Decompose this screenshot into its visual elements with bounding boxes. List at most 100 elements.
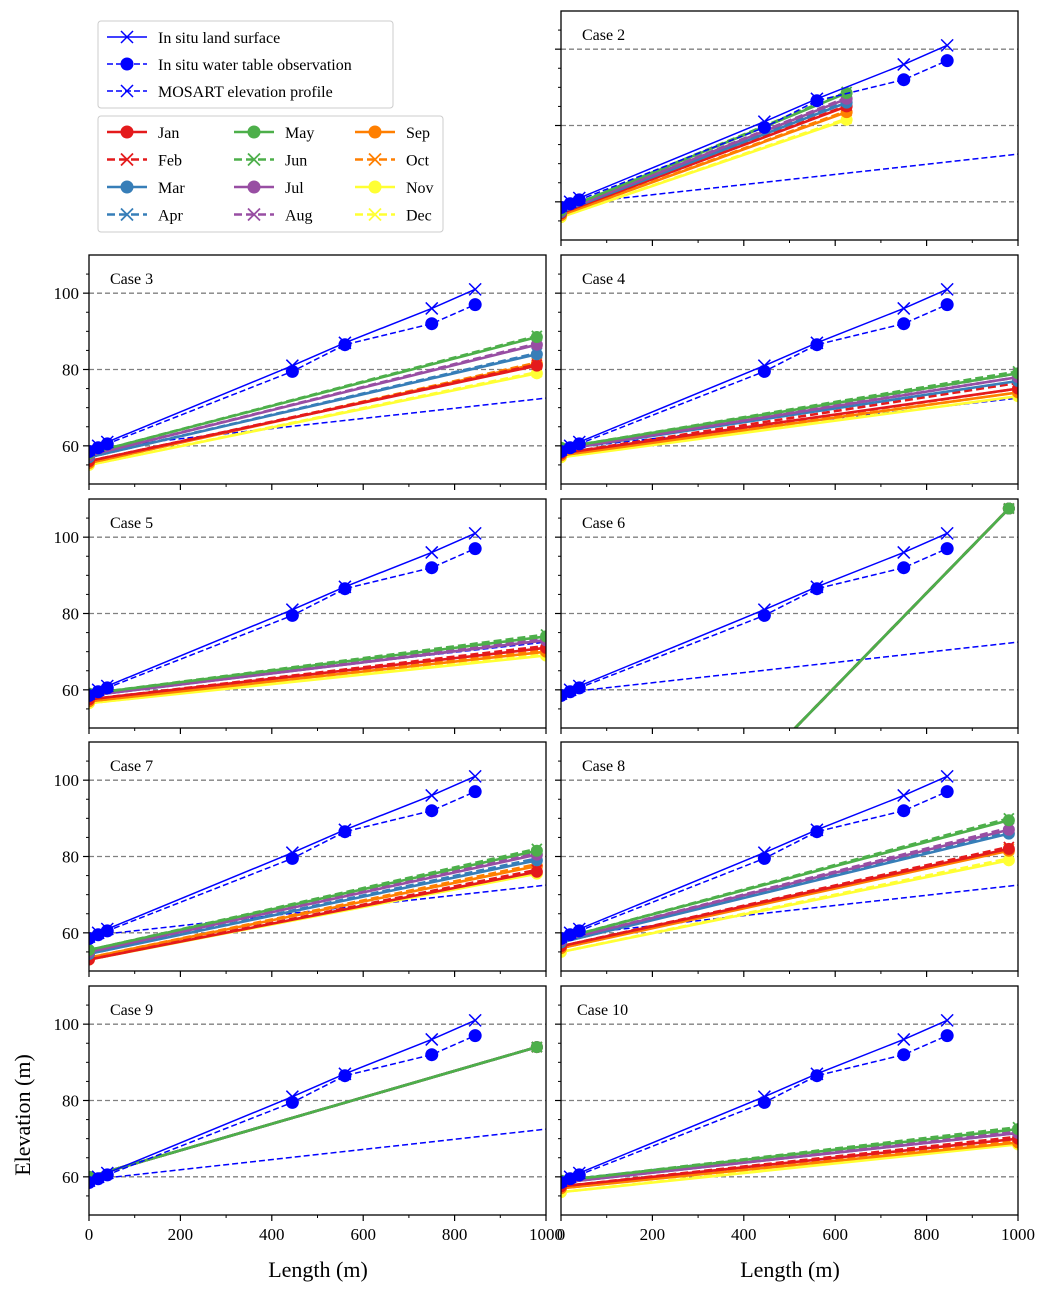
legend-observations-entry-1-marker bbox=[120, 57, 134, 71]
panel-8-land-surface-marker-stroke-b bbox=[897, 788, 911, 802]
legend-observations-entry-1: In situ water table observation bbox=[107, 57, 352, 74]
panel-9-case-label: Case 9 bbox=[110, 1002, 153, 1019]
panel-10-series-8 bbox=[561, 1141, 1018, 1190]
panel-4-land-surface-marker bbox=[897, 301, 911, 315]
legend-observations-entry-0-label: In situ land surface bbox=[158, 30, 280, 47]
panel-2-water-table-marker bbox=[810, 94, 824, 108]
legend-months-entry-8: Sep bbox=[355, 125, 430, 142]
panel-5-land-surface-marker-stroke-b bbox=[425, 545, 439, 559]
legend-months-entry-2: Mar bbox=[107, 180, 185, 197]
panel-6-water-table-marker bbox=[572, 681, 586, 695]
panel-6-land-surface-marker-stroke-b bbox=[940, 526, 954, 540]
panel-6-water-table-marker bbox=[810, 582, 824, 596]
panel-2-water-table-marker bbox=[572, 193, 586, 207]
panel-3: 60 80 100 Case 3 bbox=[54, 254, 547, 490]
panel-8-water-table-marker bbox=[810, 825, 824, 839]
legend-months-entry-8-label: Sep bbox=[406, 125, 430, 142]
panel-5-y-tick-label: 100 bbox=[54, 528, 80, 547]
panel-8-series-10-end-marker bbox=[1002, 854, 1015, 867]
panel-7-series-0-end-marker bbox=[530, 865, 543, 878]
panel-5-water-table-marker bbox=[468, 542, 482, 556]
panel-3-y-tick-label: 100 bbox=[54, 284, 80, 303]
panel-3-land-surface-marker bbox=[468, 282, 482, 296]
legend-months-entry-9-marker bbox=[368, 152, 382, 167]
legend-layer: In situ land surface In situ water table … bbox=[97, 20, 444, 233]
panel-10-x-tick-label: 400 bbox=[731, 1225, 757, 1244]
legend-observations-entry-0: In situ land surface bbox=[107, 30, 280, 47]
panel-10-land-surface-marker bbox=[897, 1032, 911, 1046]
panel-10-water-table-marker bbox=[810, 1069, 824, 1083]
panel-2-land-surface-marker-stroke-b bbox=[897, 57, 911, 71]
panel-10-series-6 bbox=[561, 1131, 1018, 1184]
legend-months-entry-11-label: Dec bbox=[406, 208, 432, 225]
legend-months-entry-8-marker bbox=[368, 125, 382, 139]
legend-months-entry-2-label: Mar bbox=[158, 180, 185, 197]
panel-9-land-surface-marker-stroke-b bbox=[425, 1032, 439, 1046]
panel-4-land-surface-marker bbox=[940, 282, 954, 296]
panel-2-land-surface-marker bbox=[897, 57, 911, 71]
panel-8-water-table-marker bbox=[757, 851, 771, 865]
panel-8-water-table-marker bbox=[572, 924, 586, 938]
legend-months-entry-1-marker bbox=[120, 152, 134, 167]
panel-4-water-table-marker bbox=[940, 298, 954, 312]
panel-10-plot-area bbox=[561, 1013, 1018, 1199]
panel-4-series-10 bbox=[561, 394, 1018, 459]
panel-8-plot-area bbox=[561, 769, 1018, 958]
panel-4-water-table-marker bbox=[897, 317, 911, 331]
panel-9-land-surface-marker bbox=[468, 1013, 482, 1027]
panel-2-series-6 bbox=[561, 97, 848, 213]
legend-months-entry-5-label: Jun bbox=[285, 153, 307, 170]
panel-8: Case 8 bbox=[555, 741, 1019, 977]
legend-months-entry-11-marker-stroke-b bbox=[368, 207, 382, 222]
panel-3-plot-area bbox=[89, 282, 546, 471]
panel-5-land-surface-marker bbox=[468, 526, 482, 540]
panel-8-series-6-end-marker bbox=[1002, 823, 1015, 836]
legend-months-entry-3-marker-stroke-b bbox=[120, 207, 134, 222]
panel-7-water-table-marker bbox=[468, 785, 482, 799]
panel-10-x-tick-label: 800 bbox=[914, 1225, 940, 1244]
panel-4-series-4-end-marker bbox=[1012, 367, 1018, 380]
panel-9-x-tick-label: 1000 bbox=[529, 1225, 563, 1244]
panel-8-series-8 bbox=[561, 849, 1010, 950]
legend-months-entry-3-marker bbox=[120, 207, 134, 222]
legend-months-entry-5: Jun bbox=[234, 153, 307, 170]
legend-observations-entry-2-label: MOSART elevation profile bbox=[158, 84, 333, 101]
panel-9: 0 200 400 600 800 1000 60 80 100 Case 9 bbox=[54, 985, 563, 1244]
legend-months: Jan Feb Mar Apr May Jun Jul Aug Sep Oct Nov Dec bbox=[97, 115, 444, 233]
panel-9-series-4 bbox=[89, 1045, 538, 1179]
panel-6-mosart-profile-line bbox=[561, 641, 1018, 694]
panel-7-land-surface-marker bbox=[468, 769, 482, 783]
legend-months-entry-10-marker bbox=[368, 180, 382, 194]
legend-months-entry-6-label: Jul bbox=[285, 180, 304, 197]
panel-5: 60 80 100 Case 5 bbox=[54, 498, 547, 734]
legend-months-entry-1-marker-stroke-b bbox=[120, 152, 134, 167]
legend-months-entry-4: May bbox=[234, 125, 314, 142]
panel-5-water-table-marker bbox=[338, 582, 352, 596]
panel-6: Case 6 bbox=[555, 498, 1019, 734]
panel-9-mosart-profile-line bbox=[89, 1128, 546, 1181]
legend-observations-entry-0-marker bbox=[120, 30, 134, 44]
panel-7-water-table-marker bbox=[425, 804, 439, 818]
legend-months-entry-0-label: Jan bbox=[158, 125, 179, 142]
legend-months-entry-1: Feb bbox=[107, 153, 182, 170]
panel-8-land-surface-marker bbox=[897, 788, 911, 802]
panel-9-x-tick-label: 600 bbox=[350, 1225, 376, 1244]
legend-months-frame bbox=[97, 115, 444, 233]
panel-7-water-table-marker bbox=[100, 924, 114, 938]
panel-5-case-label: Case 5 bbox=[110, 515, 153, 532]
panel-7-series-6 bbox=[89, 853, 538, 954]
panel-6-water-table-marker bbox=[897, 561, 911, 575]
panel-9-water-table-marker bbox=[285, 1095, 299, 1109]
legend-months-entry-4-label: May bbox=[285, 125, 314, 142]
panel-2-case-label: Case 2 bbox=[582, 27, 625, 44]
panel-2-water-table-marker bbox=[897, 73, 911, 87]
panel-9-x-tick-label: 0 bbox=[85, 1225, 94, 1244]
panel-3-series-6 bbox=[89, 343, 538, 457]
panel-2-water-table-marker bbox=[940, 54, 954, 68]
legend-months-entry-1-label: Feb bbox=[158, 153, 182, 170]
panel-8-water-table-line bbox=[561, 790, 948, 940]
legend-months-entry-5-marker bbox=[247, 152, 261, 167]
panel-2-series-10 bbox=[561, 118, 848, 219]
panel-10-land-surface-marker-stroke-b bbox=[940, 1013, 954, 1027]
